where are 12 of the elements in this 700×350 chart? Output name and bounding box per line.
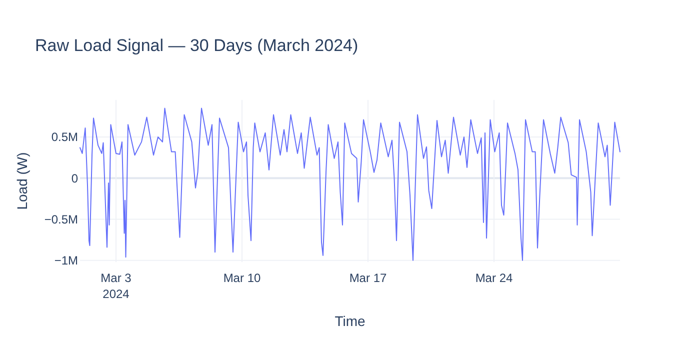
x-tick-label: Mar 3 2024: [100, 271, 132, 301]
x-axis-title: Time: [334, 313, 366, 329]
x-tick-label: Mar 10: [223, 271, 261, 285]
y-axis-title: Load (W): [14, 152, 30, 210]
x-tick-label: Mar 17: [349, 271, 387, 285]
x-tick-label: Mar 24: [475, 271, 513, 285]
y-tick-label: −1M: [54, 254, 78, 268]
chart-title: Raw Load Signal — 30 Days (March 2024): [35, 36, 358, 55]
y-tick-label: 0.5M: [51, 130, 78, 144]
y-tick-label: −0.5M: [44, 212, 78, 226]
line-series: [80, 108, 620, 261]
y-tick-label: 0: [71, 171, 78, 186]
